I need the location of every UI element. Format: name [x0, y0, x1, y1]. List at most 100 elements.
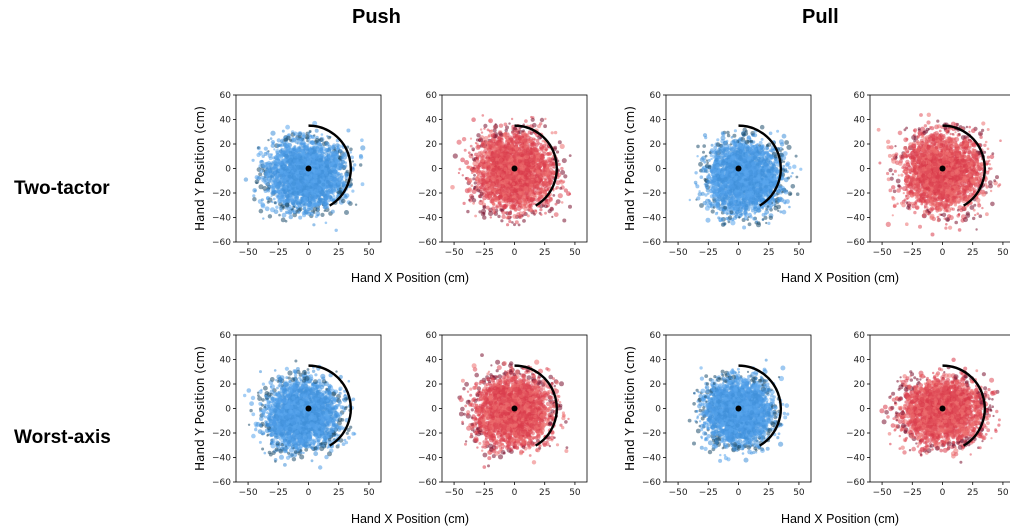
scatter-point	[296, 191, 300, 196]
scatter-point	[304, 146, 309, 151]
scatter-point	[334, 150, 339, 155]
scatter-point	[506, 223, 510, 227]
scatter-point	[351, 189, 355, 193]
scatter-point	[328, 169, 333, 175]
scatter-point	[272, 197, 276, 201]
scatter-point	[325, 180, 330, 184]
scatter-point	[486, 151, 492, 157]
scatter-point	[271, 183, 276, 188]
scatter-point	[293, 211, 296, 214]
scatter-point	[481, 199, 485, 203]
scatter-point	[276, 138, 281, 143]
scatter-point	[464, 160, 470, 165]
scatter-point	[551, 215, 554, 218]
scatter-point	[332, 143, 336, 147]
scatter-point	[326, 202, 330, 206]
scatter-point	[548, 197, 553, 202]
scatter-point	[284, 193, 290, 199]
scatter-point	[296, 153, 301, 159]
scatter-point	[483, 127, 486, 130]
scatter-point	[507, 215, 511, 219]
x-tick-label: 0	[306, 248, 312, 258]
scatter-point	[260, 203, 266, 209]
scatter-point	[285, 148, 288, 151]
scatter-point	[537, 142, 541, 145]
scatter-point	[289, 194, 293, 198]
scatter-point	[279, 209, 283, 212]
scatter-point	[319, 137, 324, 142]
scatter-point	[481, 114, 485, 117]
scatter-point	[517, 128, 521, 132]
scatter-point	[276, 177, 279, 180]
scatter-point	[485, 185, 488, 188]
scatter-point	[277, 173, 281, 176]
scatter-point	[267, 138, 270, 142]
scatter-point	[487, 135, 491, 138]
scatter-point	[317, 179, 322, 184]
scatter-point	[283, 181, 286, 185]
scatter-point	[560, 166, 564, 171]
scatter-point	[258, 150, 263, 156]
scatter-point	[259, 169, 264, 174]
scatter-point	[291, 175, 297, 180]
scatter-point	[472, 168, 477, 174]
scatter-point	[330, 209, 335, 214]
scatter-point	[550, 161, 555, 166]
scatter-point	[508, 201, 512, 204]
scatter-point	[486, 171, 491, 177]
scatter-point	[273, 209, 279, 215]
scatter-point	[484, 190, 489, 195]
scatter-point	[311, 141, 316, 146]
scatter-point	[284, 154, 289, 159]
scatter-point	[337, 181, 341, 185]
row-label-two-tactor: Two-tactor	[14, 178, 110, 200]
scatter-point	[485, 205, 490, 210]
scatter-point	[279, 164, 283, 168]
scatter-point	[302, 196, 309, 202]
scatter-points	[450, 114, 572, 227]
scatter-point	[320, 212, 325, 217]
scatter-point	[288, 214, 293, 220]
scatter-point	[473, 185, 477, 189]
scatter-point	[562, 218, 567, 223]
scatter-point	[317, 185, 321, 190]
scatter-point	[275, 205, 279, 209]
scatter-point	[327, 192, 331, 197]
scatter-point	[482, 195, 487, 201]
scatter-point	[315, 158, 319, 162]
scatter-point	[522, 129, 525, 133]
scatter-point	[312, 173, 317, 179]
scatter-point	[282, 165, 285, 168]
scatter-point	[279, 139, 284, 144]
scatter-point	[287, 209, 293, 214]
scatter-point	[321, 182, 326, 187]
scatter-point	[349, 147, 353, 152]
scatter-point	[332, 177, 337, 182]
scatter-point	[478, 210, 482, 214]
scatter-point	[328, 183, 332, 187]
scatter-point	[275, 183, 281, 189]
y-tick-label: −20	[212, 189, 231, 199]
scatter-point	[306, 160, 309, 164]
scatter-point	[535, 138, 540, 143]
scatter-point	[314, 128, 319, 133]
scatter-point	[474, 214, 477, 218]
scatter-point	[514, 141, 517, 145]
scatter-point	[517, 141, 522, 146]
scatter-point	[298, 178, 302, 182]
scatter-point	[344, 176, 348, 180]
scatter-point	[259, 160, 262, 163]
scatter-point	[510, 117, 514, 121]
scatter-point	[310, 167, 316, 173]
x-tick-label: 50	[363, 248, 375, 258]
scatter-point	[532, 153, 536, 156]
target-point	[305, 165, 312, 172]
scatter-point	[351, 160, 355, 163]
scatter-point	[285, 124, 290, 130]
scatter-point	[261, 154, 265, 158]
scatter-point	[344, 161, 347, 164]
header-push: Push	[352, 6, 401, 29]
scatter-point	[264, 206, 270, 212]
scatter-point	[324, 151, 328, 156]
scatter-point	[539, 162, 543, 166]
